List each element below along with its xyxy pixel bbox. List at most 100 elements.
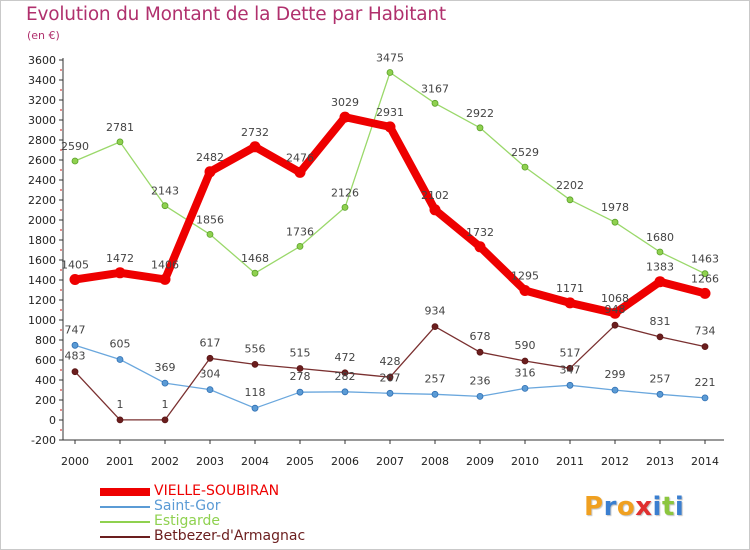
data-label: 1472	[106, 252, 134, 265]
y-minor-tick	[60, 169, 62, 171]
legend-swatch	[100, 521, 150, 523]
data-point	[116, 138, 124, 146]
y-tick-label: 3000	[28, 114, 56, 127]
data-point	[564, 297, 576, 309]
y-minor-tick	[60, 89, 62, 91]
x-tick-label: 2002	[151, 455, 179, 468]
data-label: 278	[290, 370, 311, 383]
data-label: 1680	[646, 231, 674, 244]
y-tick-label: 1600	[28, 254, 56, 267]
y-tick-label: 800	[35, 334, 56, 347]
data-point	[566, 196, 574, 204]
data-label: 1732	[466, 226, 494, 239]
data-point	[71, 368, 79, 376]
x-tick-label: 2011	[556, 455, 584, 468]
data-point	[341, 369, 349, 377]
data-label: 1	[162, 398, 169, 411]
legend-label: Betbezer-d'Armagnac	[154, 528, 306, 544]
data-point	[251, 404, 259, 412]
data-point	[654, 276, 666, 288]
data-point	[566, 381, 574, 389]
data-label: 617	[200, 336, 221, 349]
data-point	[294, 166, 306, 178]
data-label: 3475	[376, 52, 404, 65]
data-point	[431, 323, 439, 331]
data-label: 316	[515, 366, 536, 379]
data-point	[384, 121, 396, 133]
chart-title: Evolution du Montant de la Dette par Hab…	[26, 4, 446, 25]
data-point	[206, 230, 214, 238]
x-tick-label: 2012	[601, 455, 629, 468]
data-label: 257	[425, 372, 446, 385]
data-point	[386, 373, 394, 381]
data-label: 590	[515, 339, 536, 352]
data-label: 2482	[196, 151, 224, 164]
data-point	[251, 269, 259, 277]
data-label: 517	[560, 346, 581, 359]
data-point	[701, 270, 709, 278]
data-label: 1171	[556, 282, 584, 295]
x-tick-label: 2010	[511, 455, 539, 468]
data-point	[296, 388, 304, 396]
data-point	[566, 364, 574, 372]
y-tick-label: 3600	[28, 54, 56, 67]
data-point	[701, 343, 709, 351]
data-point	[609, 307, 621, 319]
data-label: 948	[605, 303, 626, 316]
data-point	[656, 248, 664, 256]
data-label: 257	[650, 372, 671, 385]
x-tick-label: 2008	[421, 455, 449, 468]
data-point	[116, 356, 124, 363]
data-label: 1736	[286, 225, 314, 238]
y-minor-tick	[60, 309, 62, 311]
x-tick-label: 2014	[691, 455, 719, 468]
data-point	[341, 203, 349, 211]
data-point	[476, 392, 484, 400]
data-label: 605	[110, 338, 131, 351]
data-label: 1068	[601, 292, 629, 305]
data-point	[204, 166, 216, 178]
data-label: 515	[290, 347, 311, 360]
legend-swatch	[100, 536, 150, 538]
data-label: 472	[335, 351, 356, 364]
x-tick-label: 2001	[106, 455, 134, 468]
y-tick-label: 1800	[28, 234, 56, 247]
y-tick-label: 1400	[28, 274, 56, 287]
data-label: 1	[117, 398, 124, 411]
data-point	[71, 341, 79, 349]
data-point	[701, 394, 709, 402]
legend-swatch	[100, 488, 150, 496]
x-tick-label: 2006	[331, 455, 359, 468]
data-point	[341, 388, 349, 396]
data-point	[476, 348, 484, 356]
y-tick-label: 2800	[28, 134, 56, 147]
y-tick-label: 2600	[28, 154, 56, 167]
y-minor-tick	[60, 369, 62, 371]
data-point	[296, 365, 304, 372]
data-point	[431, 390, 439, 398]
y-tick-label: 3400	[28, 74, 56, 87]
data-point	[611, 321, 619, 329]
data-label: 267	[380, 371, 401, 384]
series-line	[71, 113, 709, 318]
y-minor-tick	[60, 209, 62, 211]
data-label: 2126	[331, 186, 359, 199]
x-tick-label: 2009	[466, 455, 494, 468]
data-label: 2529	[511, 146, 539, 159]
data-point	[114, 267, 126, 279]
data-label: 678	[470, 330, 491, 343]
y-minor-tick	[60, 129, 62, 131]
y-minor-tick	[60, 69, 62, 71]
data-label: 2202	[556, 179, 584, 192]
y-tick-label: 3200	[28, 94, 56, 107]
data-point	[249, 141, 261, 153]
chart-unit: (en €)	[27, 29, 60, 42]
data-point	[611, 218, 619, 226]
data-point	[521, 357, 529, 365]
data-label: 2476	[286, 151, 314, 164]
data-label: 1266	[691, 272, 719, 285]
y-tick-label: 1200	[28, 294, 56, 307]
x-tick-label: 2000	[61, 455, 89, 468]
data-point	[611, 386, 619, 394]
data-point	[521, 384, 529, 392]
